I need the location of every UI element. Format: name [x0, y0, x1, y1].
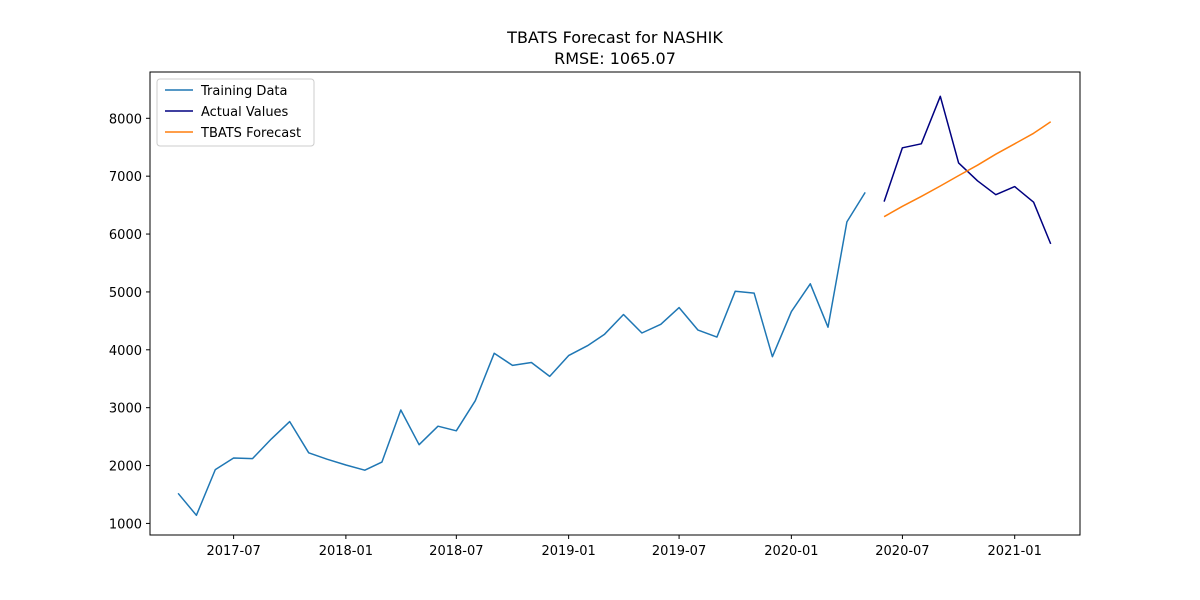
y-tick-label-1: 2000: [109, 460, 142, 475]
legend-label-actual: Actual Values: [201, 105, 289, 120]
x-tick-label-4: 2019-07: [652, 544, 706, 559]
series-line-0: [177, 192, 866, 517]
x-tick-label-6: 2020-07: [875, 544, 929, 559]
legend-label-training: Training Data: [200, 84, 287, 99]
x-tick-label-1: 2018-01: [319, 544, 373, 559]
y-tick-label-2: 3000: [109, 402, 142, 417]
x-tick-label-7: 2021-01: [988, 544, 1042, 559]
y-tick-label-4: 5000: [109, 286, 142, 301]
legend-label-forecast: TBATS Forecast: [200, 126, 301, 141]
x-tick-label-3: 2019-01: [541, 544, 595, 559]
x-tick-label-5: 2020-01: [764, 544, 818, 559]
legend-box: [156, 78, 315, 147]
chart-title: TBATS Forecast for NASHIK: [506, 28, 723, 47]
y-tick-label-6: 7000: [109, 170, 142, 185]
axes-layer: 1000 2000 3000 4000 5000 6000 7000 8000 2017-07 2…: [109, 71, 1081, 559]
series-line-1: [883, 95, 1052, 245]
y-tick-label-7: 8000: [109, 112, 142, 127]
series-line-2: [883, 121, 1052, 218]
plot-frame: [149, 71, 1081, 536]
legend: Training Data Actual Values TBATS Foreca…: [156, 78, 315, 147]
x-tick-label-2: 2018-07: [429, 544, 483, 559]
y-tick-label-0: 1000: [109, 517, 142, 532]
y-tick-label-3: 4000: [109, 344, 142, 359]
chart-subtitle: RMSE: 1065.07: [554, 49, 676, 68]
series-layer: [177, 95, 1052, 517]
x-tick-label-0: 2017-07: [206, 544, 260, 559]
y-tick-label-5: 6000: [109, 228, 142, 243]
